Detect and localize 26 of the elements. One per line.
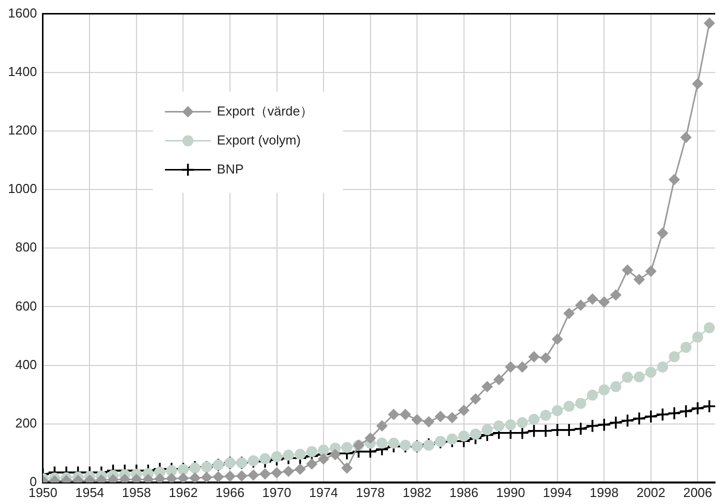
x-tick-label: 2006	[683, 484, 712, 500]
x-tick-label: 1986	[449, 484, 478, 500]
x-tick-label: 1970	[262, 484, 292, 500]
y-tick-label: 800	[15, 240, 37, 255]
x-tick-label: 1954	[75, 484, 104, 500]
x-tick-label: 1962	[168, 484, 198, 500]
y-tick-label: 0	[30, 474, 37, 489]
y-tick-label: 1200	[8, 122, 37, 138]
x-tick-label: 1994	[542, 484, 572, 500]
x-tick-label: 1982	[402, 484, 432, 500]
x-tick-label: 1974	[309, 484, 338, 500]
x-tick-label: 2002	[636, 484, 666, 500]
y-tick-label: 1000	[8, 181, 37, 196]
legend-label: BNP	[216, 161, 244, 176]
y-tick-label: 200	[15, 415, 37, 430]
y-tick-label: 600	[15, 298, 37, 314]
y-tick-label: 400	[15, 356, 37, 372]
y-tick-label: 1400	[8, 64, 37, 79]
legend-label: Export (volym)	[216, 132, 301, 148]
legend-label: Export（värde）	[216, 103, 314, 118]
x-tick-label: 1958	[122, 484, 151, 500]
x-tick-label: 1978	[356, 484, 385, 500]
y-tick-label: 1600	[8, 5, 37, 20]
x-tick-label: 1990	[496, 484, 526, 500]
x-tick-label: 1966	[216, 484, 244, 500]
x-tick-label: 1998	[590, 484, 619, 500]
